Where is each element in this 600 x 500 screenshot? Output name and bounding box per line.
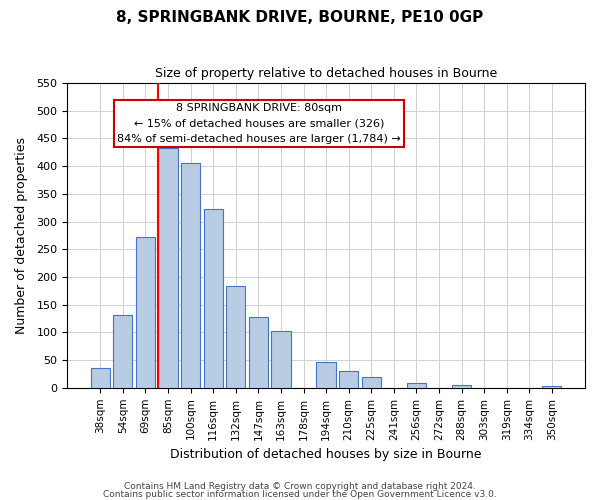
Bar (542, 386, 562, 388)
Bar (452, 385, 471, 388)
Bar (158, 148, 178, 388)
Text: Contains HM Land Registry data © Crown copyright and database right 2024.: Contains HM Land Registry data © Crown c… (124, 482, 476, 491)
Bar (249, 318, 268, 388)
Text: Contains public sector information licensed under the Open Government Licence v3: Contains public sector information licen… (103, 490, 497, 499)
Y-axis label: Number of detached properties: Number of detached properties (15, 137, 28, 334)
Text: 8, SPRINGBANK DRIVE, BOURNE, PE10 0GP: 8, SPRINGBANK DRIVE, BOURNE, PE10 0GP (116, 10, 484, 25)
X-axis label: Distribution of detached houses by size in Bourne: Distribution of detached houses by size … (170, 448, 482, 461)
Bar (339, 371, 358, 388)
Bar (362, 376, 381, 388)
Bar (316, 362, 335, 388)
Title: Size of property relative to detached houses in Bourne: Size of property relative to detached ho… (155, 68, 497, 80)
Bar (271, 330, 290, 388)
Text: 8 SPRINGBANK DRIVE: 80sqm
← 15% of detached houses are smaller (326)
84% of semi: 8 SPRINGBANK DRIVE: 80sqm ← 15% of detac… (117, 103, 401, 144)
Bar (203, 209, 223, 388)
Bar (113, 314, 133, 388)
Bar (407, 384, 426, 388)
Bar (226, 286, 245, 388)
Bar (91, 368, 110, 388)
Bar (181, 164, 200, 388)
Bar (136, 237, 155, 388)
